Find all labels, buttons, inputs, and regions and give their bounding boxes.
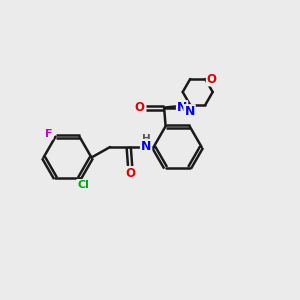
Text: O: O xyxy=(126,167,136,180)
Text: N: N xyxy=(177,101,187,114)
Text: O: O xyxy=(207,73,217,85)
Text: F: F xyxy=(45,129,53,139)
Text: Cl: Cl xyxy=(77,180,89,190)
Text: O: O xyxy=(134,101,145,114)
Text: N: N xyxy=(184,105,195,118)
Text: N: N xyxy=(141,140,151,153)
Text: H: H xyxy=(142,134,151,145)
